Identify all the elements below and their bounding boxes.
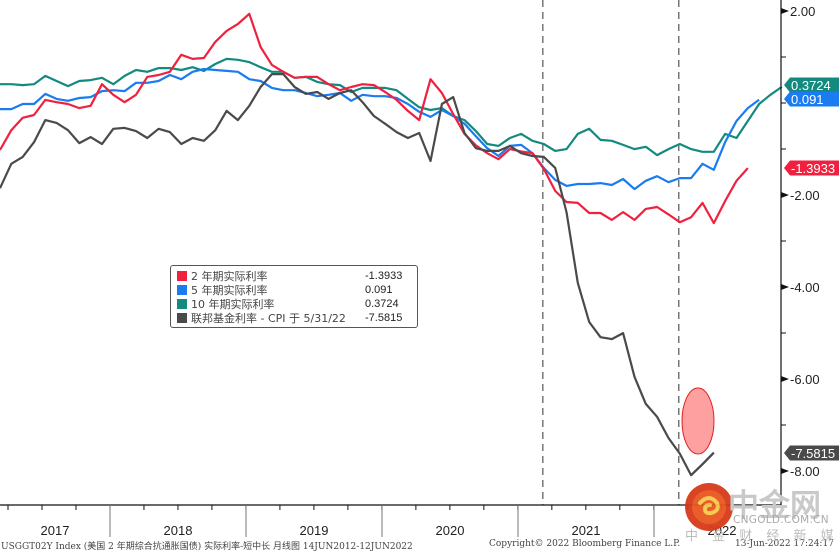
footer-index-description: USGGT02Y Index (美国 2 年期综合抗通胀国债) 实际利率-短中长…: [1, 542, 413, 552]
x-tick-label: 2021: [572, 523, 601, 538]
value-badge-text: 0.3724: [791, 78, 831, 93]
legend: 2 年期实际利率 -1.3933 5 年期实际利率 0.091 10 年期实际利…: [170, 265, 418, 328]
highlight-ellipse-layer: [681, 387, 715, 476]
series-line-0: [0, 12, 749, 225]
series-line-3: [0, 72, 715, 477]
watermark-logo: [685, 483, 733, 531]
x-tick-label: 2017: [41, 523, 70, 538]
y-tick-arrow: [781, 468, 789, 474]
legend-swatch: [177, 285, 187, 295]
y-tick-label: -2.00: [790, 188, 820, 203]
legend-swatch: [177, 299, 187, 309]
value-badge: [784, 91, 839, 107]
value-badge-text: 0.091: [791, 92, 824, 107]
y-tick-arrow: [781, 192, 789, 198]
y-tick-label: -6.00: [790, 372, 820, 387]
value-badge: [784, 445, 839, 461]
series-line-1: [0, 67, 760, 191]
highlight-ellipse: [681, 387, 715, 455]
legend-swatch: [177, 271, 187, 281]
y-tick-label: -8.00: [790, 464, 820, 479]
y-tick-label: -4.00: [790, 280, 820, 295]
legend-label: 10 年期实际利率: [191, 298, 275, 311]
watermark-tagline: 中 金 财 经 新 媒 体: [685, 529, 839, 544]
legend-swatch: [177, 313, 187, 323]
watermark-domain: CNGOLD.COM.CN: [733, 514, 829, 526]
value-badge-text: -1.3933: [791, 161, 835, 176]
x-tick-label: 2018: [164, 523, 193, 538]
watermark-logo-swirl: [698, 496, 720, 516]
series-line-3-tail: [690, 451, 715, 476]
legend-item-5y: 5 年期实际利率 0.091: [177, 283, 411, 297]
legend-item-10y: 10 年期实际利率 0.3724: [177, 297, 411, 311]
dashed-period-markers: [542, 0, 680, 505]
legend-value: -1.3933: [365, 270, 403, 282]
x-axis: 2017 2018 2019 2020 2021 2022: [0, 504, 781, 538]
legend-label: 联邦基金利率 - CPI 于 5/31/22: [191, 312, 346, 325]
value-badge: [784, 77, 839, 93]
value-badge-text: -7.5815: [791, 446, 835, 461]
footer-timestamp: 13-Jun-2022 17:24:17: [735, 539, 834, 549]
legend-value: 0.091: [365, 284, 393, 296]
y-axis: 2.00 -2.00 -4.00 -6.00 -8.00: [780, 0, 820, 505]
legend-value: -7.5815: [365, 312, 403, 324]
x-tick-label: 2019: [300, 523, 329, 538]
legend-label: 2 年期实际利率: [191, 270, 268, 283]
watermark-logo-text: 中金网: [728, 488, 821, 524]
legend-item-fed-cpi: 联邦基金利率 - CPI 于 5/31/22 -7.5815: [177, 311, 411, 325]
y-tick-arrow: [781, 284, 789, 290]
series-line-2: [0, 57, 783, 157]
value-badge: [784, 160, 839, 176]
footer-copyright: Copyright© 2022 Bloomberg Finance L.P.: [489, 539, 681, 549]
y-tick-arrow: [781, 8, 789, 14]
legend-item-2y: 2 年期实际利率 -1.3933: [177, 269, 411, 283]
legend-value: 0.3724: [365, 298, 399, 310]
y-tick-label: 2.00: [790, 4, 815, 19]
y-tick-arrow: [781, 376, 789, 382]
x-tick-label: 2020: [436, 523, 465, 538]
series-layer: [0, 12, 783, 477]
legend-label: 5 年期实际利率: [191, 284, 268, 297]
